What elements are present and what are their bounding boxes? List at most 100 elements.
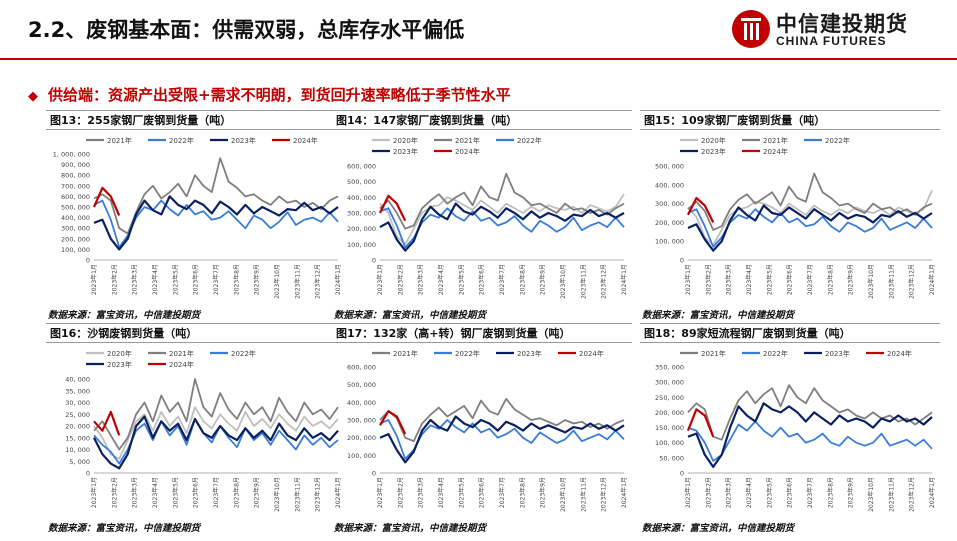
- x-tick-label: 2023年9月: [539, 264, 547, 295]
- x-tick-label: 2023年4月: [437, 477, 445, 508]
- legend-label: 2022年: [169, 136, 194, 145]
- series-line-2020: [379, 193, 625, 246]
- series-line-2023: [687, 402, 933, 469]
- header: 2.2、废钢基本面：供需双弱，总库存水平偏低 中信建投期货 CHINA FUTU…: [0, 0, 957, 56]
- y-tick-label: 300, 000: [347, 417, 376, 425]
- x-tick-label: 2023年6月: [786, 264, 794, 295]
- chart-title: 图14：147家钢厂废钢到货量（吨）: [332, 110, 632, 130]
- chart-source: 数据来源：富宝资讯，中信建投期货: [642, 310, 795, 321]
- page-title: 2.2、废钢基本面：供需双弱，总库存水平偏低: [28, 18, 465, 42]
- chart-panel: 图16：沙钢废钢到货量（吨） 2020年 2021年 2022年 2023年 2024年 0…: [46, 323, 346, 541]
- y-tick-label: 500, 000: [61, 204, 90, 212]
- x-tick-label: 2023年3月: [417, 264, 425, 295]
- series-line-2021: [687, 172, 933, 231]
- x-tick-label: 2023年1月: [90, 477, 98, 508]
- subtitle-text: 供给端：资源产出受限+需求不明朗，到货回升速率略低于季节性水平: [48, 86, 511, 104]
- x-tick-label: 2023年6月: [192, 264, 200, 295]
- legend-label: 2023年: [517, 349, 542, 358]
- x-tick-label: 2023年7月: [212, 264, 220, 295]
- x-tick-label: 2023年6月: [192, 477, 200, 508]
- x-tick-label: 2023年4月: [745, 477, 753, 508]
- x-tick-label: 2023年5月: [457, 264, 465, 295]
- y-tick-label: 400, 000: [655, 181, 684, 189]
- x-tick-label: 2023年5月: [171, 264, 179, 295]
- x-tick-label: 2023年12月: [600, 264, 608, 299]
- y-tick-label: 50, 000: [659, 454, 684, 462]
- series-line-2024: [686, 408, 715, 438]
- series-line-2020: [93, 406, 339, 460]
- y-tick-label: 600, 000: [347, 163, 376, 171]
- x-tick-label: 2023年9月: [847, 477, 855, 508]
- x-tick-label: 2023年2月: [110, 264, 118, 295]
- x-tick-label: 2023年8月: [826, 477, 834, 508]
- y-tick-label: 500, 000: [347, 381, 376, 389]
- x-tick-label: 2023年12月: [314, 477, 322, 512]
- legend-label: 2024年: [293, 136, 318, 145]
- y-tick-label: 200, 000: [61, 235, 90, 243]
- y-tick-label: 40, 000: [65, 376, 90, 384]
- series-line-2023: [93, 415, 339, 470]
- x-tick-label: 2023年4月: [151, 477, 159, 508]
- x-tick-label: 2024年1月: [620, 264, 628, 295]
- chart-source: 数据来源：富宝资讯，中信建投期货: [48, 523, 201, 534]
- y-tick-label: 900, 000: [61, 161, 90, 169]
- y-tick-label: 400, 000: [61, 214, 90, 222]
- series-line-2021: [379, 397, 625, 443]
- legend-label: 2024年: [455, 147, 480, 156]
- y-tick-label: 500, 000: [655, 163, 684, 171]
- x-tick-label: 2023年11月: [887, 477, 895, 512]
- x-tick-label: 2023年11月: [293, 477, 301, 512]
- chart-source: 数据来源：富宝资讯，中信建投期货: [334, 310, 487, 321]
- x-tick-label: 2023年12月: [314, 264, 322, 299]
- series-line-2020: [687, 190, 933, 246]
- x-tick-label: 2023年2月: [396, 477, 404, 508]
- x-tick-label: 2023年3月: [131, 477, 139, 508]
- y-tick-label: 200, 000: [655, 409, 684, 417]
- y-tick-label: 300, 000: [61, 225, 90, 233]
- chart-title: 图18：89家短流程钢厂废钢到货量（吨）: [640, 323, 940, 343]
- y-tick-label: 100, 000: [655, 238, 684, 246]
- series-line-2024: [93, 410, 121, 436]
- legend-label: 2022年: [231, 349, 256, 358]
- x-tick-label: 2024年1月: [928, 477, 936, 508]
- series-line-2023: [687, 204, 933, 252]
- legend-label: 2022年: [763, 349, 788, 358]
- x-tick-label: 2024年1月: [334, 477, 342, 508]
- legend-label: 2024年: [169, 360, 194, 369]
- series-line-2024: [379, 194, 407, 222]
- x-tick-label: 2023年6月: [786, 477, 794, 508]
- y-tick-label: 100, 000: [347, 241, 376, 249]
- x-tick-label: 2023年2月: [396, 264, 404, 295]
- x-tick-label: 2023年10月: [273, 477, 281, 512]
- chart-title: 图17：132家（高+转）钢厂废钢到货量（吨）: [332, 323, 632, 343]
- line-chart: 2020年 2021年 2022年 2023年 2024年 0 5, 000 10, 000 1…: [65, 349, 342, 512]
- series-line-2024: [92, 186, 121, 216]
- x-tick-label: 2023年9月: [539, 477, 547, 508]
- x-tick-label: 2023年8月: [518, 477, 526, 508]
- x-tick-label: 2023年2月: [704, 477, 712, 508]
- x-tick-label: 2023年5月: [765, 264, 773, 295]
- x-tick-label: 2023年9月: [847, 264, 855, 295]
- line-chart: 2021年 2022年 2023年 2024年 0 100, 000 200, 000 300…: [53, 136, 342, 299]
- y-tick-label: 0: [86, 470, 90, 478]
- x-tick-label: 2023年8月: [232, 477, 240, 508]
- y-tick-label: 35, 000: [65, 387, 90, 395]
- legend-label: 2021年: [455, 136, 480, 145]
- x-tick-label: 2023年6月: [478, 477, 486, 508]
- chart-title: 图15：109家钢厂废钢到货量（吨）: [640, 110, 940, 130]
- y-tick-label: 300, 000: [347, 210, 376, 218]
- legend-label: 2023年: [231, 136, 256, 145]
- y-tick-label: 200, 000: [347, 225, 376, 233]
- x-tick-label: 2023年3月: [417, 477, 425, 508]
- legend-label: 2024年: [579, 349, 604, 358]
- y-tick-label: 100, 000: [61, 246, 90, 254]
- chart-panel: 图17：132家（高+转）钢厂废钢到货量（吨） 2021年 2022年 2023年 20…: [332, 323, 632, 541]
- x-tick-label: 2023年10月: [273, 264, 281, 299]
- x-tick-label: 2023年11月: [293, 264, 301, 299]
- legend-label: 2021年: [107, 136, 132, 145]
- series-line-2022: [687, 420, 933, 462]
- y-tick-label: 0: [372, 257, 376, 265]
- y-tick-label: 1, 000, 000: [53, 151, 90, 159]
- y-tick-label: 300, 000: [655, 379, 684, 387]
- y-tick-label: 200, 000: [655, 219, 684, 227]
